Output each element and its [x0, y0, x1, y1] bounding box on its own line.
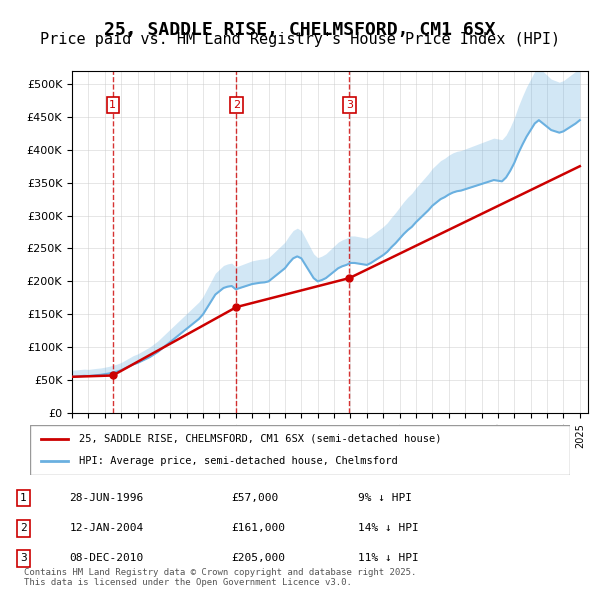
- Text: 9% ↓ HPI: 9% ↓ HPI: [358, 493, 412, 503]
- Text: 25, SADDLE RISE, CHELMSFORD, CM1 6SX (semi-detached house): 25, SADDLE RISE, CHELMSFORD, CM1 6SX (se…: [79, 434, 441, 444]
- Text: 11% ↓ HPI: 11% ↓ HPI: [358, 553, 418, 563]
- Text: 08-DEC-2010: 08-DEC-2010: [70, 553, 144, 563]
- Text: £161,000: £161,000: [231, 523, 285, 533]
- Text: 2: 2: [20, 523, 27, 533]
- Text: 28-JUN-1996: 28-JUN-1996: [70, 493, 144, 503]
- Text: Price paid vs. HM Land Registry's House Price Index (HPI): Price paid vs. HM Land Registry's House …: [40, 32, 560, 47]
- FancyBboxPatch shape: [30, 425, 570, 475]
- Text: Contains HM Land Registry data © Crown copyright and database right 2025.
This d: Contains HM Land Registry data © Crown c…: [24, 568, 416, 587]
- Text: 1: 1: [109, 100, 116, 110]
- Text: £205,000: £205,000: [231, 553, 285, 563]
- Text: 25, SADDLE RISE, CHELMSFORD, CM1 6SX: 25, SADDLE RISE, CHELMSFORD, CM1 6SX: [104, 21, 496, 39]
- Text: 12-JAN-2004: 12-JAN-2004: [70, 523, 144, 533]
- Text: 14% ↓ HPI: 14% ↓ HPI: [358, 523, 418, 533]
- Text: 3: 3: [346, 100, 353, 110]
- Text: HPI: Average price, semi-detached house, Chelmsford: HPI: Average price, semi-detached house,…: [79, 456, 397, 466]
- Text: 2: 2: [233, 100, 240, 110]
- Text: 3: 3: [20, 553, 27, 563]
- Text: 1: 1: [20, 493, 27, 503]
- Text: £57,000: £57,000: [231, 493, 278, 503]
